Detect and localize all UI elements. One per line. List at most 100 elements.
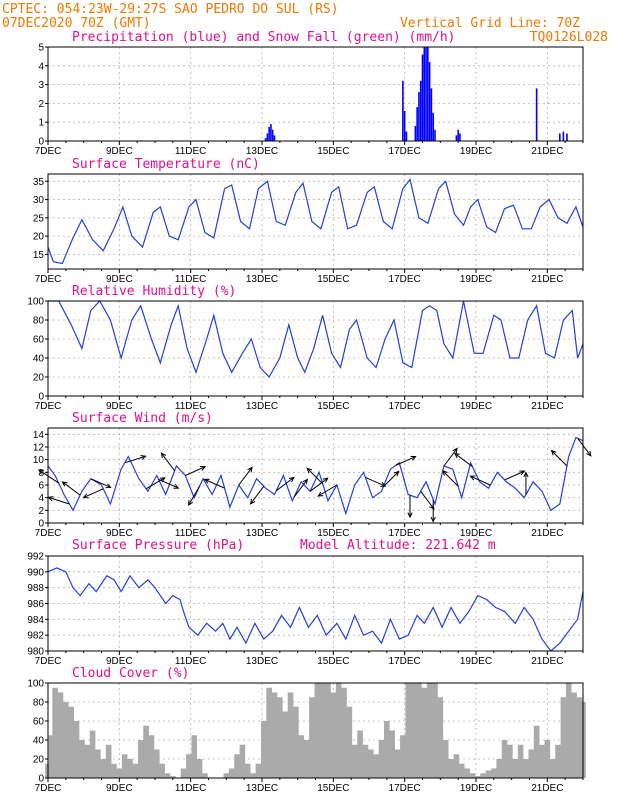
cloud-bar (148, 735, 155, 778)
wind-vector (160, 452, 176, 472)
wind-vector-shaft (504, 470, 525, 481)
pressure-ytick-label: 984 (27, 615, 44, 626)
precip-bar (268, 126, 270, 141)
cloud-bar (539, 744, 545, 778)
humidity-title: Relative Humidity (%) (72, 284, 236, 299)
wind-vector (441, 470, 459, 487)
header-date: 07DEC2020 70Z (GMT) (2, 16, 151, 31)
wind-vector-shaft (62, 481, 81, 496)
cloud-bar (496, 759, 502, 778)
cloud-bar (180, 768, 187, 778)
temperature-xtick-label: 17DEC (389, 274, 421, 285)
precip-ytick-label: 0 (38, 137, 44, 148)
cloud-bar (565, 683, 572, 778)
header-location: CPTEC: 054:23W-29:27S SAO PEDRO DO SUL (… (2, 2, 339, 17)
wind-vector-shaft (454, 453, 473, 468)
pressure-xtick-label: 13DEC (246, 656, 278, 667)
precip-title: Precipitation (blue) and Snow Fall (gree… (72, 30, 456, 45)
wind-vector-shaft (161, 452, 176, 472)
wind-xtick-label: 17DEC (389, 528, 421, 539)
wind-vector-shaft (250, 485, 265, 505)
wind-frame (47, 427, 584, 524)
precip-bar (455, 135, 458, 141)
wind-vector-head (452, 447, 458, 454)
cloud-bar (437, 697, 444, 778)
temperature-xtick-label: 19DEC (460, 274, 492, 285)
wind-vector (203, 478, 225, 489)
cloud-bar (501, 740, 508, 778)
precip-xtick-label: 15DEC (317, 146, 349, 157)
wind-vector (124, 455, 147, 464)
header-grid-line: Vertical Grid Line: 70Z (400, 16, 580, 31)
temperature-panel: 15 20 25 30 35 7DEC 9DEC 11DEC 13DEC 15DEC 17DEC 19… (33, 173, 584, 285)
humidity-ytick-label: 100 (27, 297, 44, 308)
humidity-panel: 0 20 40 60 80 100 7DEC 9DEC 11DEC 13DEC 15DEC 17DEC… (27, 297, 584, 412)
wind-vector-shaft (293, 479, 308, 498)
cloud-bar (250, 773, 256, 778)
wind-vector (37, 469, 59, 484)
cloud-bar (512, 759, 519, 778)
cloud-bar (68, 706, 74, 778)
precip-bar (403, 110, 406, 141)
pressure-title: Surface Pressure (hPa) (72, 538, 244, 553)
cloud-bar (196, 759, 203, 778)
cloud-bar (357, 730, 363, 778)
wind-vector (185, 466, 207, 476)
precip-ytick-label: 2 (38, 99, 44, 110)
wind-vector-shaft (185, 466, 206, 476)
precip-bar (418, 92, 420, 141)
cloud-bar (442, 740, 449, 778)
wind-vector-head (288, 476, 295, 483)
wind-title: Surface Wind (m/s) (72, 411, 213, 426)
pressure-line (47, 567, 584, 652)
precip-ytick-label: 4 (38, 61, 44, 72)
cloud-bar (314, 683, 321, 778)
cloud-bar (293, 706, 299, 778)
wind-vector (306, 467, 323, 485)
precip-bar (428, 62, 431, 141)
cloud-xtick-label: 15DEC (317, 783, 349, 794)
wind-vector-head (441, 470, 448, 476)
wind-vector (577, 437, 592, 457)
cloud-bar (464, 768, 470, 778)
cloud-bar (555, 744, 561, 778)
cloud-bar (105, 744, 112, 778)
wind-ytick-label: 6 (38, 481, 44, 492)
wind-vector-shaft (317, 484, 338, 497)
wind-vector-shaft (309, 477, 329, 492)
wind-xtick-label: 19DEC (460, 528, 492, 539)
cloud-xtick-label: 7DEC (35, 783, 62, 794)
cloud-bar (432, 683, 438, 778)
cloud-ytick-label: 40 (33, 736, 45, 747)
cloud-bar (469, 773, 476, 778)
wind-ytick-label: 8 (38, 468, 44, 479)
cloud-ytick-label: 60 (33, 717, 45, 728)
precip-xtick-label: 9DEC (106, 146, 133, 157)
wind-vector-head (247, 466, 253, 473)
cloud-xtick-label: 13DEC (246, 783, 278, 794)
wind-vector-shaft (48, 496, 70, 505)
precip-bar (425, 47, 427, 141)
cloud-bar (549, 759, 556, 778)
cloud-bar (52, 687, 58, 778)
wind-ytick-label: 2 (38, 506, 44, 517)
precip-bar (421, 54, 424, 141)
wind-vector (523, 471, 529, 495)
wind-vector (550, 449, 568, 467)
temperature-xtick-label: 11DEC (175, 274, 207, 285)
precip-bar (457, 129, 459, 141)
cloud-bar (400, 735, 406, 778)
humidity-line (48, 299, 584, 379)
precip-bar (562, 131, 565, 141)
precip-ytick-label: 5 (38, 43, 44, 54)
header-model-id: TQ0126L028 (530, 30, 608, 45)
pressure-ytick-label: 986 (27, 599, 44, 610)
wind-vector (453, 452, 473, 468)
wind-vector-shaft (188, 486, 201, 506)
pressure-panel: 980 982 984 986 988 990 992 7DEC 9DEC 11DEC 13DEC 1… (27, 552, 584, 667)
cloud-ytick-label: 80 (33, 698, 45, 709)
humidity-xtick-label: 19DEC (460, 401, 492, 412)
cloud-bar (330, 692, 337, 778)
